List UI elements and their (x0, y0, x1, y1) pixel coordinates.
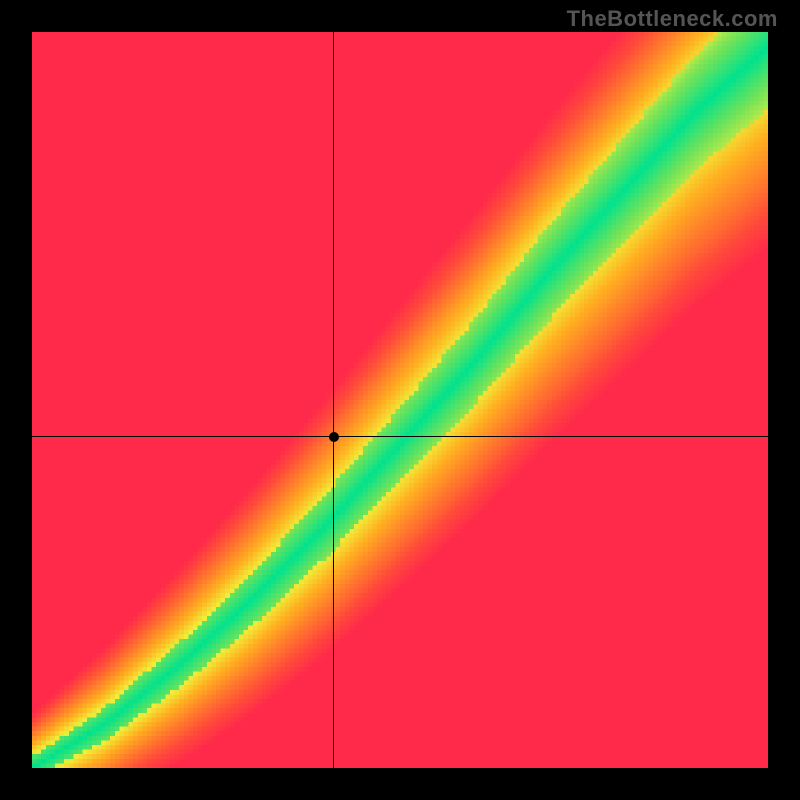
heatmap-canvas (32, 32, 768, 768)
crosshair-horizontal (32, 436, 768, 437)
crosshair-vertical (333, 32, 334, 768)
crosshair-marker (329, 432, 339, 442)
watermark-text: TheBottleneck.com (567, 6, 778, 32)
heatmap-plot (32, 32, 768, 768)
